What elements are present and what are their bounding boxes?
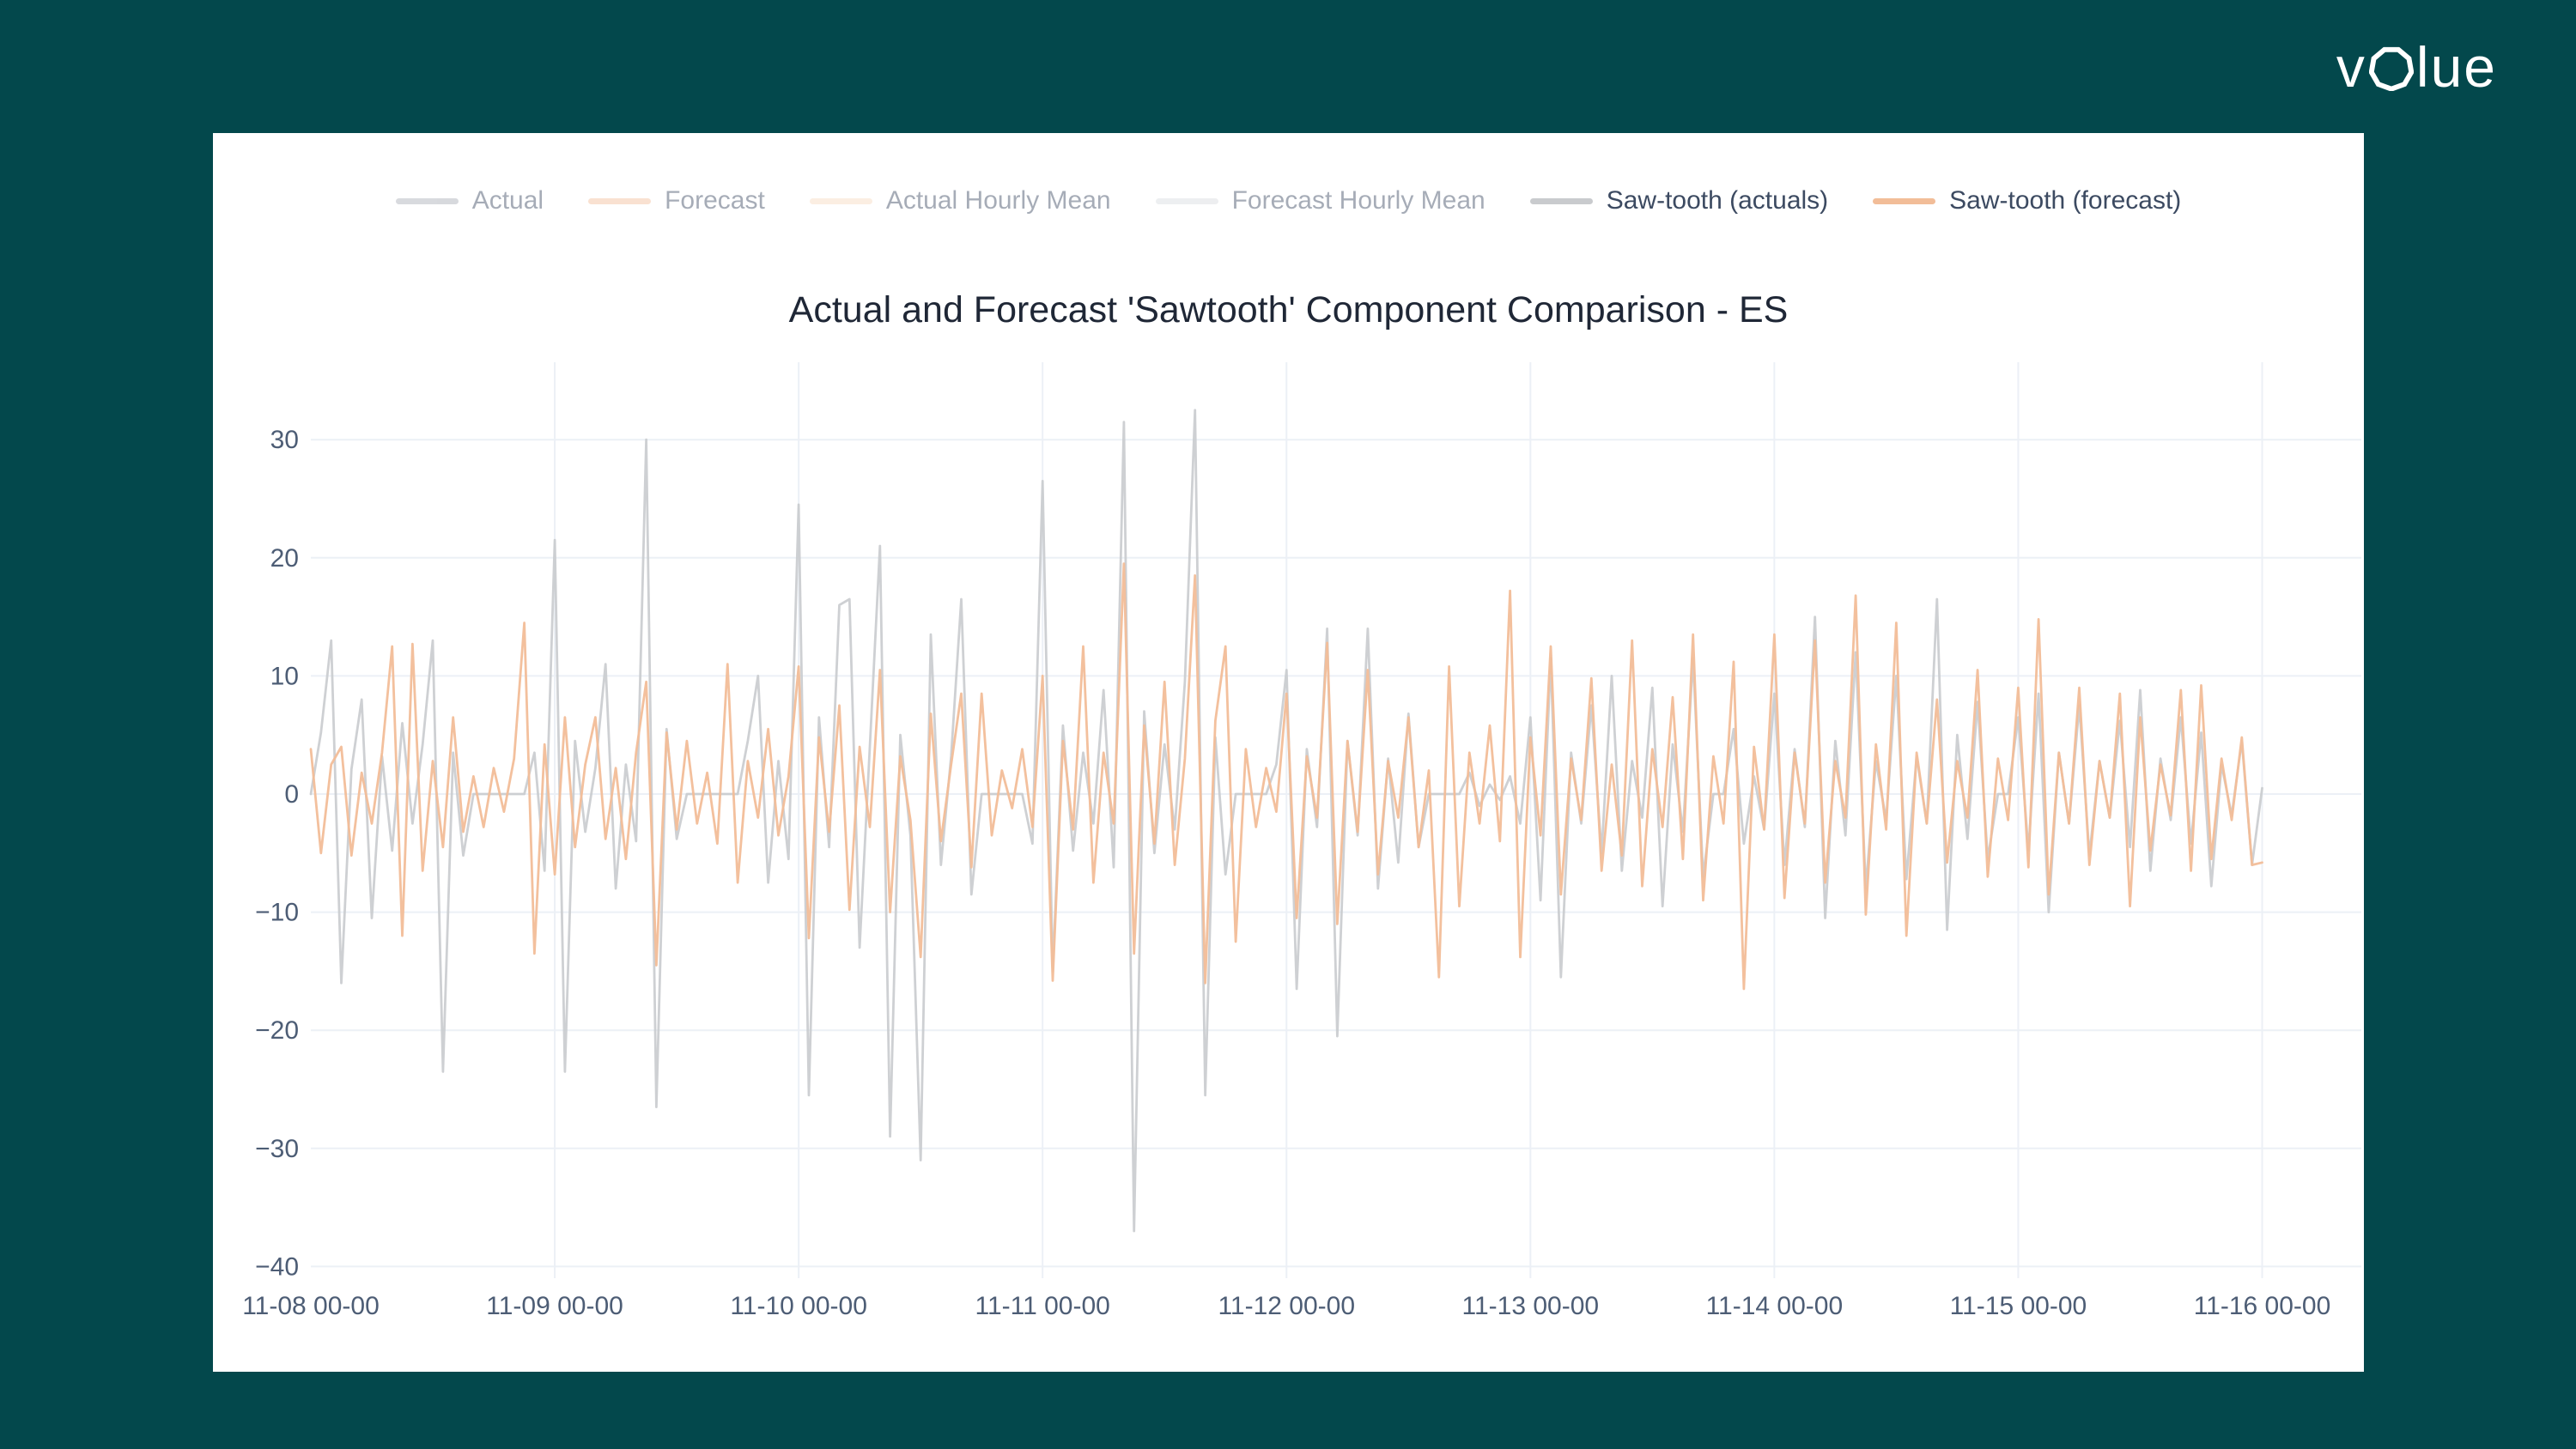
x-tick-label: 11-13 00-00 bbox=[1462, 1292, 1600, 1320]
x-tick-label: 11-08 00-00 bbox=[242, 1292, 380, 1320]
y-tick-label: 30 bbox=[270, 426, 299, 454]
series-line-saw-tooth-forecast bbox=[309, 562, 2263, 991]
y-tick-label: −10 bbox=[255, 899, 299, 927]
legend-label: Saw-tooth (actuals) bbox=[1606, 186, 1829, 215]
legend-label: Actual Hourly Mean bbox=[885, 186, 1111, 215]
legend-item-actual-hourly-mean[interactable]: Actual Hourly Mean bbox=[809, 186, 1111, 215]
x-tick-label: 11-11 00-00 bbox=[975, 1292, 1110, 1320]
chart-title: Actual and Forecast 'Sawtooth' Component… bbox=[788, 289, 1789, 330]
legend-swatch bbox=[395, 197, 459, 204]
legend-swatch bbox=[809, 197, 872, 204]
y-tick-label: 20 bbox=[270, 544, 299, 573]
x-tick-label: 11-10 00-00 bbox=[730, 1292, 867, 1320]
x-tick-label: 11-09 00-00 bbox=[486, 1292, 623, 1320]
legend-swatch bbox=[1155, 197, 1218, 204]
chart-legend: Actual Forecast Actual Hourly Mean Forecast… bbox=[213, 186, 2364, 215]
volue-logo: v lue bbox=[2336, 34, 2497, 100]
y-tick-label: 10 bbox=[270, 662, 299, 690]
legend-item-saw-tooth-actuals[interactable]: Saw-tooth (actuals) bbox=[1529, 186, 1829, 215]
legend-label: Forecast Hourly Mean bbox=[1231, 186, 1485, 215]
legend-label: Saw-tooth (forecast) bbox=[1949, 186, 2182, 215]
legend-label: Forecast bbox=[665, 186, 765, 215]
legend-item-forecast[interactable]: Forecast bbox=[588, 186, 765, 215]
legend-item-saw-tooth-forecast[interactable]: Saw-tooth (forecast) bbox=[1873, 186, 2181, 215]
legend-swatch bbox=[1873, 197, 1936, 204]
x-tick-label: 11-15 00-00 bbox=[1950, 1292, 2087, 1320]
legend-swatch bbox=[1529, 197, 1593, 204]
y-tick-label: −40 bbox=[255, 1252, 299, 1281]
legend-item-forecast-hourly-mean[interactable]: Forecast Hourly Mean bbox=[1155, 186, 1485, 215]
logo-text-lue: lue bbox=[2415, 35, 2497, 99]
plot-area[interactable]: 30 20 10 0 −10 −20 −30 −40 11-08 00-00 11-09 00-0… bbox=[213, 348, 2364, 1343]
x-tick-label: 11-12 00-00 bbox=[1218, 1292, 1355, 1320]
chart-card: Actual Forecast Actual Hourly Mean Forecast… bbox=[213, 133, 2364, 1372]
x-tick-label: 11-14 00-00 bbox=[1706, 1292, 1844, 1320]
y-tick-label: −30 bbox=[255, 1135, 299, 1163]
logo-text-v: v bbox=[2336, 35, 2366, 99]
legend-swatch bbox=[588, 197, 652, 204]
y-tick-label: 0 bbox=[284, 780, 299, 809]
y-tick-label: −20 bbox=[255, 1016, 299, 1045]
series-line-saw-tooth-actuals bbox=[309, 409, 2263, 1233]
x-tick-label: 11-16 00-00 bbox=[2194, 1292, 2331, 1320]
logo-nonagon-o-icon bbox=[2366, 34, 2416, 100]
legend-label: Actual bbox=[471, 186, 544, 215]
legend-item-actual[interactable]: Actual bbox=[395, 186, 544, 215]
